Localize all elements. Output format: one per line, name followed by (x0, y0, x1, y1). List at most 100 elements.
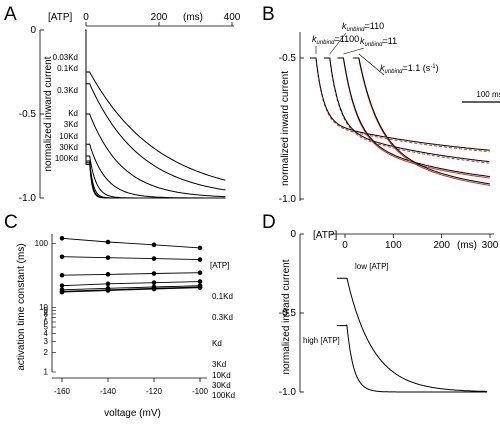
fit-curve-0 (315, 59, 490, 153)
trace-5 (85, 29, 226, 199)
x-axis-label: voltage (mV) (104, 408, 161, 419)
data-point (59, 283, 65, 288)
y-tick-label: -0.5 (279, 53, 297, 64)
series-label: Kd (68, 109, 78, 118)
series-label: 0.3Kd (57, 86, 78, 95)
fit-curve-3 (358, 59, 490, 186)
series-label: kunbind=1.1 (s-1) (380, 63, 439, 75)
data-point (105, 288, 111, 293)
series-label: 0.03Kd (53, 53, 78, 62)
trace-0 (337, 277, 488, 392)
trace-4 (85, 29, 226, 199)
data-point (197, 245, 203, 251)
y-axis-label: normalized inward current (280, 71, 291, 186)
y-axis-label: normalized inward current (43, 56, 54, 171)
data-point (105, 281, 111, 287)
y-axis-label: normalized inward current (281, 259, 292, 374)
y-tick-label: 1 (44, 368, 49, 377)
data-point (151, 271, 157, 276)
label-pointer (358, 53, 385, 76)
series-line-4 (61, 285, 201, 291)
panel-letter-d: D (262, 212, 276, 233)
series-label: 100Kd (55, 154, 78, 163)
series-line-5 (61, 286, 201, 292)
y-tick-label: 4 (44, 329, 49, 338)
series-label: 3Kd (212, 360, 226, 369)
y-tick-label: -1.0 (19, 193, 37, 204)
series-label: 30Kd (212, 381, 231, 390)
y-tick-label: 10 (39, 303, 48, 312)
data-point (59, 272, 65, 278)
series-label: kunbind=1100 (312, 34, 359, 46)
trace-0 (310, 57, 490, 151)
data-point (105, 239, 111, 245)
series-line-2 (61, 272, 201, 276)
series-line-1 (61, 256, 201, 261)
y-tick-label: 5 (44, 323, 49, 332)
label-pointer (343, 47, 365, 55)
panel-letter-c: C (4, 212, 18, 233)
trace-3 (85, 29, 226, 199)
series-label: 10Kd (212, 371, 231, 380)
panel-letter-b: B (262, 4, 275, 25)
y-tick-label: -0.5 (279, 308, 297, 319)
x-tick-label: -120 (146, 387, 163, 396)
data-point (151, 242, 157, 248)
data-point (59, 236, 65, 241)
y-tick-label: -1.0 (279, 194, 297, 205)
series-line-6 (61, 287, 201, 293)
scale-bar-label: 100 ms (476, 90, 500, 99)
y-tick-label: -0.5 (19, 109, 37, 120)
x-tick-label: 400 (224, 12, 241, 23)
y-tick-label: 3 (44, 337, 49, 346)
x-tick-label: 0 (83, 12, 89, 23)
x-tick-label: -140 (100, 387, 117, 396)
series-label: 0.1Kd (57, 64, 78, 73)
series-label: Kd (212, 339, 222, 348)
legend-title: [ATP] (210, 261, 229, 270)
trace-6 (85, 29, 226, 199)
x-tick-label: -100 (192, 387, 209, 396)
y-tick-label: 8 (44, 309, 49, 318)
series-label: 30Kd (59, 143, 78, 152)
y-tick-label: 6 (44, 317, 49, 326)
series-label: kunbind=110 (342, 21, 384, 33)
x-tick-label: 200 (151, 12, 168, 23)
trace-1 (85, 29, 226, 191)
y-tick-label: 0 (290, 229, 296, 240)
x-tick-label: 200 (433, 240, 450, 251)
data-point (197, 279, 203, 284)
series-label: 0.3Kd (212, 313, 233, 322)
data-point (151, 256, 157, 261)
data-point (105, 255, 111, 260)
series-label: 3Kd (64, 120, 78, 129)
y-tick-label: -1.0 (279, 387, 297, 398)
y-tick-label: 2 (44, 348, 49, 357)
y-tick-label: 7 (44, 313, 49, 322)
series-label: 10Kd (59, 132, 78, 141)
y-tick-label: 9 (44, 306, 49, 315)
stimulus-label: [ATP] (48, 12, 72, 23)
series-label: 100Kd (212, 391, 235, 400)
data-point (59, 254, 65, 260)
series-label: low [ATP] (355, 262, 389, 271)
trace-1 (323, 57, 490, 163)
x-tick-label: 100 (385, 240, 402, 251)
data-point (151, 286, 157, 292)
trace-0 (85, 29, 226, 181)
x-tick-label: 300 (482, 240, 499, 251)
data-point (59, 289, 65, 295)
x-tick-label: -160 (54, 387, 71, 396)
x-axis-unit: (ms) (183, 12, 203, 23)
fit-curve-1 (329, 59, 490, 164)
data-point (197, 285, 203, 290)
series-label: 0.1Kd (212, 292, 233, 301)
label-pointer (329, 32, 347, 55)
trace-3 (352, 57, 490, 185)
series-line-3 (61, 281, 201, 287)
x-axis-unit: (ms) (457, 240, 477, 251)
trace-1 (337, 323, 488, 393)
y-tick-label: 0 (30, 25, 36, 36)
